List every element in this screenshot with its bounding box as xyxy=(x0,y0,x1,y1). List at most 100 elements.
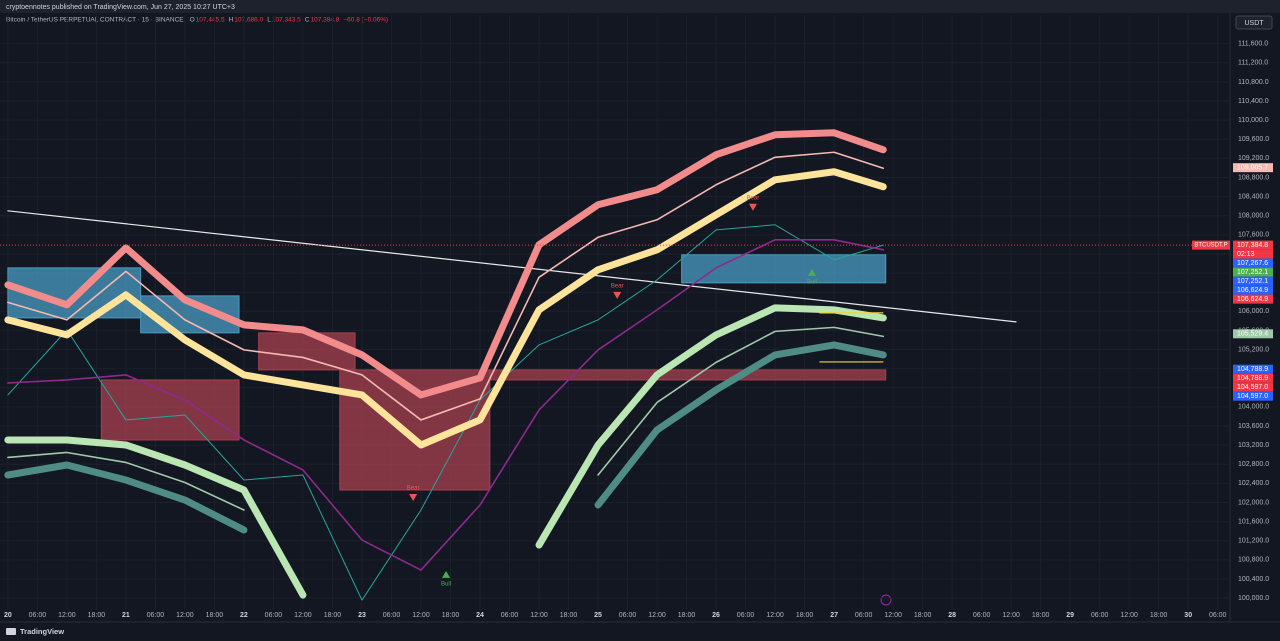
countdown-bg xyxy=(1233,249,1273,259)
y-tick-label: 109,600.0 xyxy=(1238,136,1269,143)
x-tick-label: 06:00 xyxy=(973,612,991,619)
y-tick-label: 103,600.0 xyxy=(1238,423,1269,430)
y-tick-label: 100,800.0 xyxy=(1238,557,1269,564)
price-tag-label: 106,624.9 xyxy=(1237,287,1268,294)
y-tick-label: 108,000.0 xyxy=(1238,213,1269,220)
series-line xyxy=(7,224,884,601)
x-tick-label: 18:00 xyxy=(442,612,460,619)
x-tick-label: 06:00 xyxy=(29,612,47,619)
x-tick-label: 23 xyxy=(358,612,366,619)
y-tick-label: 109,200.0 xyxy=(1238,155,1269,162)
x-tick-label: 12:00 xyxy=(1002,612,1020,619)
price-tag-label: 104,597.0 xyxy=(1237,384,1268,391)
signal-marker xyxy=(613,291,622,299)
y-tick-label: 110,400.0 xyxy=(1238,98,1269,105)
x-tick-label: 12:00 xyxy=(530,612,548,619)
ohlc-value: 107,686.0 xyxy=(234,17,263,24)
signal-label: Bull xyxy=(807,279,817,285)
x-tick-label: 12:00 xyxy=(58,612,76,619)
plot-area: Bear Bear Bear Bull Bull xyxy=(0,15,1230,610)
x-tick-label: 06:00 xyxy=(501,612,519,619)
currency[interactable]: USDT xyxy=(1244,20,1264,27)
replay-icon[interactable] xyxy=(880,594,892,606)
ohlc-value: 107,343.5 xyxy=(272,17,301,24)
x-tick-label: 06:00 xyxy=(147,612,165,619)
y-tick-label: 104,000.0 xyxy=(1238,404,1269,411)
symbol-title: Bitcoin / TetherUS PERPETUAL CONTRACT · … xyxy=(6,17,184,24)
x-tick-label: 18:00 xyxy=(1150,612,1168,619)
zone xyxy=(100,379,240,441)
x-tick-label: 18:00 xyxy=(88,612,106,619)
y-tick-label: 111,600.0 xyxy=(1238,41,1268,48)
publish-bar xyxy=(0,0,1280,13)
y-tick-label: 108,800.0 xyxy=(1238,174,1269,181)
brand-logo xyxy=(6,628,16,635)
x-tick-label: 06:00 xyxy=(737,612,755,619)
ohlc-value: 107,445.5 xyxy=(196,17,225,24)
x-tick-label: 06:00 xyxy=(1091,612,1109,619)
x-tick-label: 24 xyxy=(476,612,484,619)
currency-button[interactable] xyxy=(1235,15,1273,30)
signal-label: Bear xyxy=(611,283,624,289)
zone xyxy=(258,332,356,371)
x-tick-label: 27 xyxy=(830,612,838,619)
x-tick-label: 06:00 xyxy=(855,612,873,619)
legend-header: Bitcoin / TetherUS PERPETUAL CONTRACT · … xyxy=(6,17,388,24)
x-tick-label: 18:00 xyxy=(560,612,578,619)
x-tick-label: 18:00 xyxy=(796,612,814,619)
series-line xyxy=(7,239,885,571)
y-tick-label: 111,200.0 xyxy=(1238,60,1268,67)
y-tick-label: 102,000.0 xyxy=(1238,499,1269,506)
countdown: 02:13 xyxy=(1237,251,1255,258)
x-tick-label: 21 xyxy=(122,612,130,619)
signal-marker xyxy=(409,494,418,502)
price-tag-label: 104,597.0 xyxy=(1237,393,1268,400)
brand: TradingView xyxy=(20,627,64,636)
series-line xyxy=(4,168,887,449)
signal-marker xyxy=(748,203,757,211)
ohlc-key: O xyxy=(190,17,195,24)
x-tick-label: 18:00 xyxy=(678,612,696,619)
signal-marker xyxy=(442,570,451,578)
price-tag-label: 106,624.9 xyxy=(1237,296,1268,303)
footer xyxy=(0,622,1280,641)
ohlc-key: H xyxy=(229,17,234,24)
y-tick-label: 101,600.0 xyxy=(1238,518,1269,525)
x-tick-label: 18:00 xyxy=(914,612,932,619)
x-tick-label: 12:00 xyxy=(766,612,784,619)
y-tick-label: 102,400.0 xyxy=(1238,480,1269,487)
x-tick-label: 20 xyxy=(4,612,12,619)
symbol-tag: BTCUSDT.P xyxy=(1194,243,1227,249)
y-tick-label: 102,800.0 xyxy=(1238,461,1269,468)
y-tick-label: 105,200.0 xyxy=(1238,346,1269,353)
x-tick-label: 12:00 xyxy=(884,612,902,619)
y-tick-label: 108,400.0 xyxy=(1238,193,1269,200)
zone xyxy=(681,254,887,284)
series-line xyxy=(4,341,887,534)
signal-marker xyxy=(807,268,816,276)
y-tick-label: 101,200.0 xyxy=(1238,538,1269,545)
x-tick-label: 26 xyxy=(712,612,720,619)
price-tag-label: 107,384.8 xyxy=(1237,242,1268,249)
price-tag-label: 109,005.7 xyxy=(1237,165,1268,172)
x-tick-label: 12:00 xyxy=(294,612,312,619)
signal-label: Bull xyxy=(441,581,451,587)
x-tick-label: 06:00 xyxy=(383,612,401,619)
x-tick-label: 18:00 xyxy=(324,612,342,619)
price-tag xyxy=(1233,391,1273,401)
x-tick-label: 18:00 xyxy=(1032,612,1050,619)
ohlc-key: C xyxy=(305,17,310,24)
price-tag xyxy=(1233,240,1273,250)
y-tick-label: 100,000.0 xyxy=(1238,595,1269,602)
x-tick-label: 25 xyxy=(594,612,602,619)
change: −60.8 (−0.06%) xyxy=(343,17,388,24)
y-tick-label: 103,200.0 xyxy=(1238,442,1269,449)
x-tick-label: 06:00 xyxy=(265,612,283,619)
y-tick-label: 106,000.0 xyxy=(1238,308,1269,315)
series-line xyxy=(7,326,885,511)
y-tick-label: 107,600.0 xyxy=(1238,232,1269,239)
price-tag-label: 104,788.9 xyxy=(1237,375,1268,382)
y-tick-label: 110,800.0 xyxy=(1238,79,1269,86)
ohlc-key: L xyxy=(267,17,271,24)
x-tick-label: 12:00 xyxy=(412,612,430,619)
